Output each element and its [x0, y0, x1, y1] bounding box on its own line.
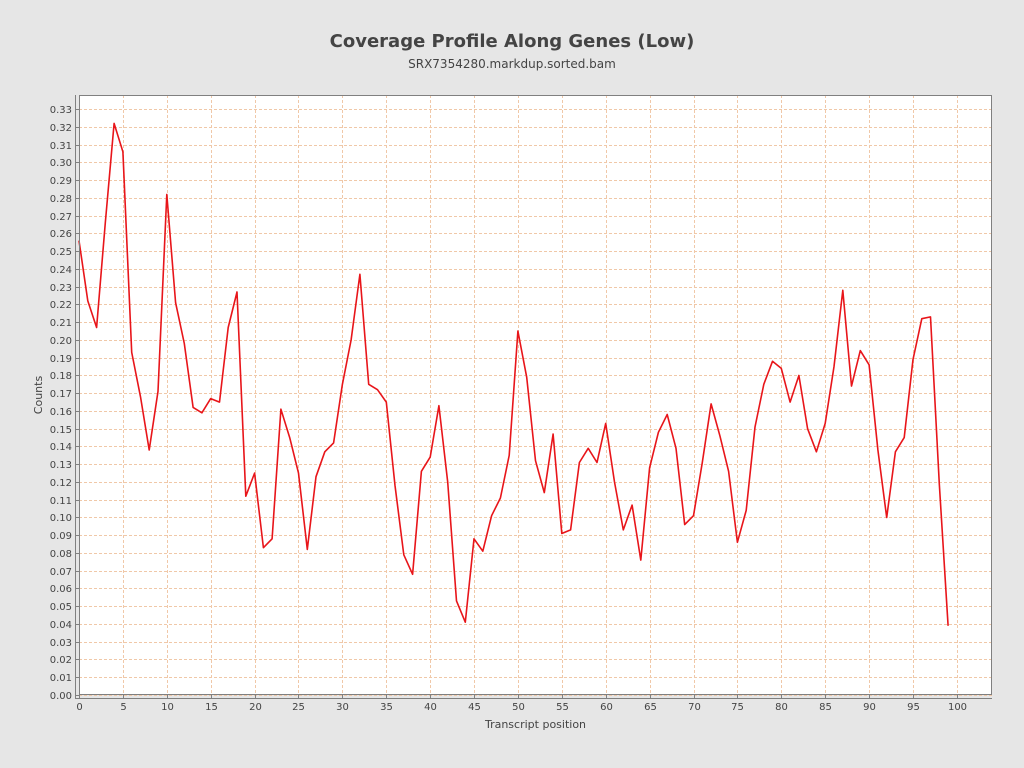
x-tick-label: 90: [863, 702, 876, 713]
x-tick-label: 0: [76, 702, 82, 713]
x-tick-label: 25: [292, 702, 305, 713]
x-tick-label: 20: [249, 702, 262, 713]
x-tick-label: 35: [380, 702, 393, 713]
x-tick-label: 85: [819, 702, 832, 713]
x-tick-label: 45: [468, 702, 481, 713]
y-tick-label: 0.19: [50, 354, 72, 365]
x-tick-label: 15: [205, 702, 218, 713]
y-tick-label: 0.09: [50, 531, 72, 542]
y-tick-label: 0.25: [50, 247, 72, 258]
y-tick-label: 0.06: [50, 584, 72, 595]
x-tick-label: 80: [775, 702, 788, 713]
y-tick-label: 0.17: [50, 389, 72, 400]
y-tick-label: 0.23: [50, 283, 72, 294]
y-tick-label: 0.05: [50, 602, 72, 613]
y-tick-label: 0.13: [50, 460, 72, 471]
y-tick-label: 0.32: [50, 123, 72, 134]
y-tick-label: 0.08: [50, 549, 72, 560]
y-tick-label: 0.02: [50, 655, 72, 666]
x-tick-label: 75: [731, 702, 744, 713]
y-axis-label: Counts: [32, 376, 45, 415]
y-tick-label: 0.20: [50, 336, 72, 347]
x-tick-label: 55: [556, 702, 569, 713]
chart-title: Coverage Profile Along Genes (Low): [329, 31, 695, 52]
y-tick-label: 0.33: [50, 105, 72, 116]
x-tick-label: 70: [688, 702, 701, 713]
y-tick-label: 0.18: [50, 371, 72, 382]
y-tick-label: 0.11: [50, 496, 72, 507]
x-axis-label: Transcript position: [484, 718, 586, 731]
y-tick-label: 0.07: [50, 567, 72, 578]
plot-border: [79, 95, 992, 695]
y-tick-label: 0.12: [50, 478, 72, 489]
y-tick-label: 0.22: [50, 300, 72, 311]
x-tick-label: 30: [336, 702, 349, 713]
y-tick-label: 0.27: [50, 212, 72, 223]
axes: 0.00 0.01 0.02 0.03 0.04 0.05 0.06 0.07 0.08 0.09…: [50, 95, 992, 713]
y-tick-label: 0.21: [50, 318, 72, 329]
y-tick-label: 0.04: [50, 620, 72, 631]
x-tick-label: 50: [512, 702, 525, 713]
y-tick-label: 0.01: [50, 673, 72, 684]
y-tick-label: 0.10: [50, 513, 72, 524]
y-tick-label: 0.00: [50, 691, 72, 702]
series-line: [78, 122, 949, 626]
x-tick-label: 10: [161, 702, 174, 713]
x-tick-label: 100: [948, 702, 967, 713]
y-tick-label: 0.03: [50, 638, 72, 649]
y-tick-label: 0.14: [50, 442, 72, 453]
y-tick-label: 0.28: [50, 194, 72, 205]
x-tick-label: 65: [644, 702, 657, 713]
y-tick-label: 0.16: [50, 407, 72, 418]
x-tick-label: 40: [424, 702, 437, 713]
y-tick-label: 0.31: [50, 141, 72, 152]
plot-area: [79, 95, 992, 695]
y-tick-label: 0.24: [50, 265, 72, 276]
y-tick-label: 0.30: [50, 158, 72, 169]
y-tick-label: 0.15: [50, 425, 72, 436]
x-tick-label: 95: [907, 702, 920, 713]
x-tick-label: 60: [600, 702, 613, 713]
x-tick-label: 5: [120, 702, 126, 713]
chart-subtitle: SRX7354280.markdup.sorted.bam: [408, 57, 616, 71]
y-tick-label: 0.26: [50, 229, 72, 240]
series-layer: [78, 122, 949, 626]
y-tick-label: 0.29: [50, 176, 72, 187]
